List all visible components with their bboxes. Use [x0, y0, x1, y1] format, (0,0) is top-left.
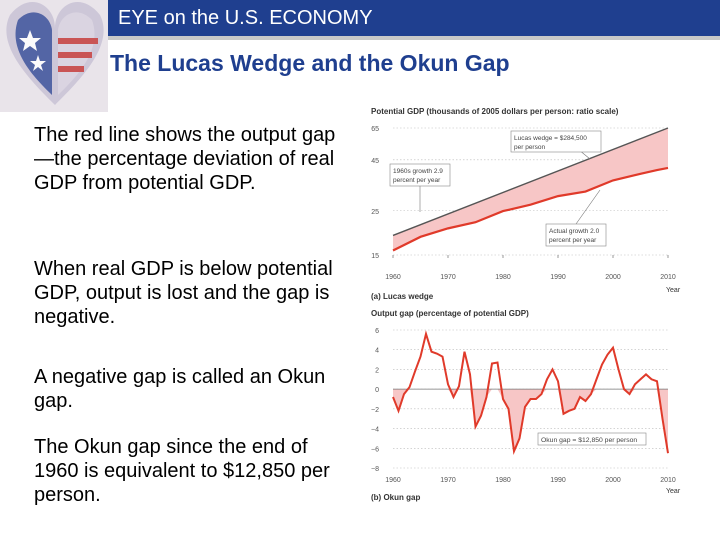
y-tick-label: −4	[371, 427, 379, 434]
x-tick-label: 2010	[660, 274, 676, 281]
paragraph-okun-gap-def: A negative gap is called an Okun gap.	[34, 366, 326, 412]
potential-gdp-line	[392, 127, 669, 237]
x-tick-label: 2000	[605, 274, 621, 281]
actual-gdp-line	[392, 166, 669, 252]
y-tick-label: 15	[371, 253, 379, 260]
lucas-wedge-chart: 15 25 45 65 1960 1970 1980 1990 2000 2010 Lucas we…	[371, 126, 676, 281]
paragraph-output-gap: The red line shows the output gap—the pe…	[34, 124, 336, 194]
annotation-text: Actual growth 2.0	[549, 228, 600, 235]
header-bar	[0, 0, 720, 40]
y-tick-label: 65	[371, 126, 379, 133]
annotation-text: per person	[514, 144, 545, 151]
okun-gap-chart: 6 4 2 0 −2 −4 −6 −8 1960 1970 1980 1990 2000 2010 Okun…	[371, 328, 676, 484]
header-title: EYE on the U.S. ECONOMY	[118, 7, 373, 29]
paragraph-okun-gap-value: The Okun gap since the end of 1960 is eq…	[34, 436, 330, 506]
y-tick-label: −8	[371, 466, 379, 473]
y-tick-label: 6	[375, 328, 379, 335]
x-tick-label: 2000	[605, 477, 621, 484]
x-tick-label: 2010	[660, 477, 676, 484]
y-tick-label: 4	[375, 348, 379, 355]
x-tick-label: 1970	[440, 274, 456, 281]
x-tick-label: 1980	[495, 477, 511, 484]
paragraph-negative-gap: When real GDP is below potential GDP, ou…	[34, 258, 333, 328]
y-tick-label: −6	[371, 446, 379, 453]
x-tick-label: 1990	[550, 477, 566, 484]
flag-heart-logo	[0, 0, 108, 112]
annotation-text: Lucas wedge = $284,500	[514, 135, 587, 142]
x-tick-label: 1960	[385, 274, 401, 281]
y-tick-label: 45	[371, 158, 379, 165]
chart-b-title: Output gap (percentage of potential GDP)	[371, 309, 529, 318]
annotation-text: percent per year	[393, 177, 441, 184]
x-tick-label: 1960	[385, 477, 401, 484]
x-tick-label: 1990	[550, 274, 566, 281]
annotation-box	[537, 432, 647, 446]
annotation-text: percent per year	[549, 237, 597, 244]
chart-b-xlabel: Year	[666, 488, 681, 495]
annotation-box	[389, 163, 451, 187]
chart-a-xlabel: Year	[666, 287, 681, 294]
output-gap-line	[392, 330, 669, 455]
x-tick-label: 1970	[440, 477, 456, 484]
lucas-wedge-area	[393, 128, 668, 251]
y-tick-label: 25	[371, 209, 379, 216]
annotation-box	[510, 130, 602, 153]
y-tick-label: 0	[375, 387, 379, 394]
header-background	[105, 0, 720, 36]
x-tick-label: 1980	[495, 274, 511, 281]
annotation-text: Okun gap = $12,850 per person	[541, 437, 637, 444]
y-tick-label: 2	[375, 367, 379, 374]
header-stripe	[105, 36, 720, 40]
y-tick-label: −2	[371, 407, 379, 414]
annotation-box	[545, 223, 607, 247]
chart-a-title: Potential GDP (thousands of 2005 dollars…	[371, 107, 619, 116]
annotation-leader	[575, 189, 601, 225]
chart-b-caption: (b) Okun gap	[371, 493, 420, 502]
annotation-text: 1960s growth 2.9	[393, 168, 443, 175]
page-title: The Lucas Wedge and the Okun Gap	[110, 50, 510, 76]
chart-a-caption: (a) Lucas wedge	[371, 292, 434, 301]
